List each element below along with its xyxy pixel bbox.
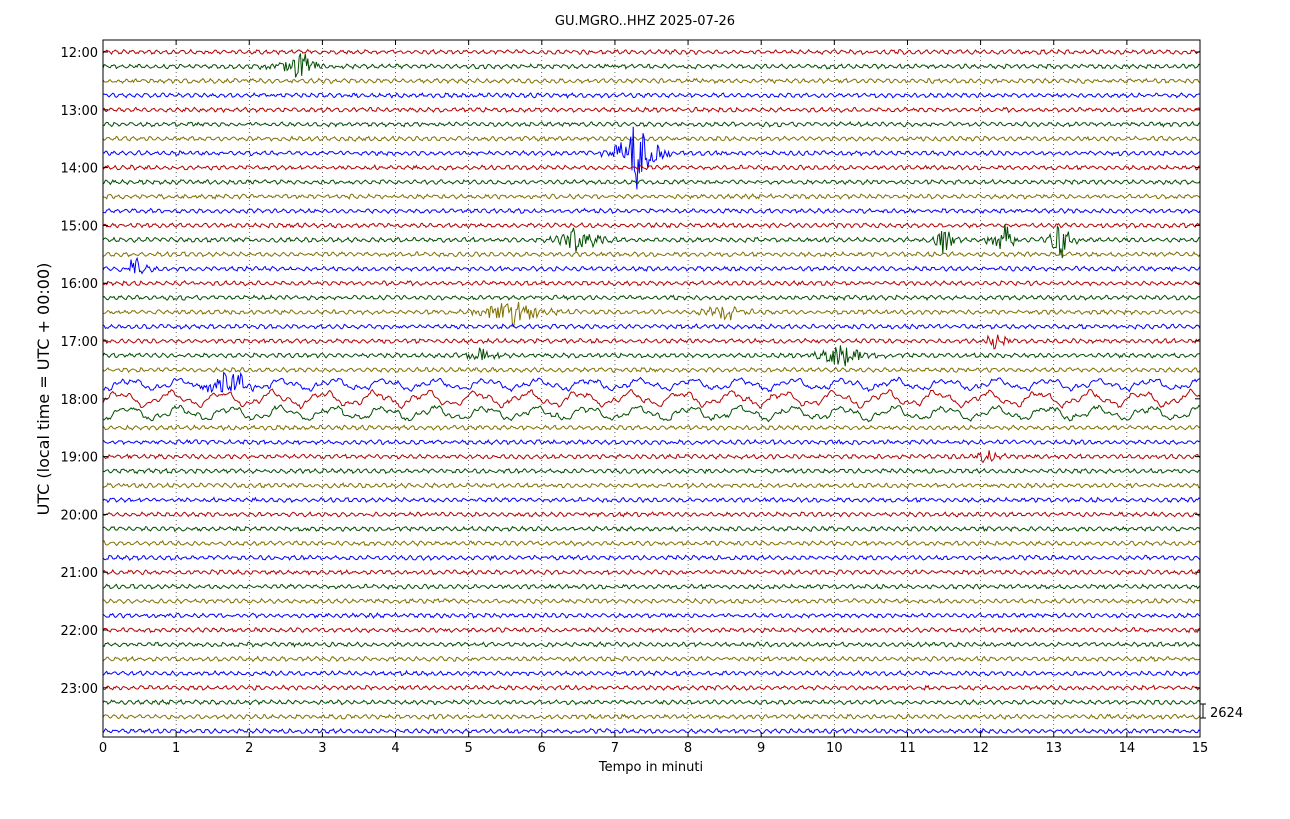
trace-line (102, 126, 1201, 190)
grid-lines (175, 40, 1128, 737)
trace-line (102, 597, 1201, 605)
trace-line (102, 641, 1201, 648)
trace-line (102, 135, 1201, 142)
trace-line (102, 48, 1201, 56)
x-tick-label: 0 (99, 741, 107, 756)
trace-line (102, 727, 1201, 735)
x-axis-label: Tempo in minuti (598, 760, 703, 775)
trace-line (102, 301, 1201, 328)
trace-line (102, 438, 1200, 446)
trace-line (102, 193, 1201, 200)
trace-line (102, 669, 1201, 677)
trace-line (102, 424, 1200, 432)
trace-line (102, 568, 1201, 576)
x-tick-label: 11 (899, 741, 916, 756)
scale-label: 2624 (1210, 706, 1243, 721)
trace-line (102, 496, 1201, 504)
y-tick-label: 19:00 (61, 451, 98, 466)
trace-line (102, 120, 1201, 128)
trace-line (102, 222, 1201, 229)
trace-line (102, 612, 1201, 619)
trace-line (102, 371, 1201, 393)
seismic-traces (102, 48, 1201, 735)
y-tick-label: 12:00 (61, 46, 98, 61)
trace-line (102, 53, 1201, 78)
y-tick-label: 22:00 (61, 624, 98, 639)
x-tick-label: 2 (245, 741, 253, 756)
trace-line (102, 698, 1201, 706)
y-tick-label: 13:00 (61, 104, 98, 119)
x-tick-label: 8 (684, 741, 692, 756)
x-axis-ticks: 0 1 2 3 4 5 6 7 8 9 10 11 12 13 14 15 (99, 40, 1208, 756)
trace-line (102, 655, 1201, 663)
y-tick-label: 14:00 (61, 162, 98, 177)
x-tick-label: 1 (172, 741, 180, 756)
y-tick-label: 15:00 (61, 219, 98, 234)
trace-line (102, 323, 1201, 330)
trace-line (102, 207, 1201, 215)
trace-line (102, 366, 1201, 374)
trace-line (103, 482, 1201, 489)
trace-line (102, 540, 1201, 547)
trace-line (102, 279, 1201, 287)
x-tick-label: 6 (538, 741, 546, 756)
trace-line (102, 450, 1201, 464)
trace-line (102, 345, 1201, 367)
trace-line (102, 467, 1201, 475)
trace-line (102, 106, 1201, 114)
trace-line (102, 294, 1201, 302)
trace-line (102, 554, 1201, 562)
trace-line (102, 388, 1201, 410)
scale-indicator: 2624 (1200, 703, 1243, 721)
plot-frame (102, 39, 1201, 738)
trace-line (102, 164, 1201, 171)
y-tick-label: 21:00 (61, 566, 98, 581)
x-tick-label: 12 (972, 741, 989, 756)
x-tick-label: 7 (611, 741, 619, 756)
trace-line (102, 92, 1201, 99)
x-tick-label: 14 (1119, 741, 1136, 756)
x-tick-label: 13 (1045, 741, 1062, 756)
y-axis-ticks: 12:00 13:00 14:00 15:00 16:00 17:00 18:00 19:00… (61, 46, 1200, 697)
y-tick-label: 23:00 (61, 682, 98, 697)
y-tick-label: 18:00 (61, 393, 98, 408)
trace-line (102, 525, 1201, 533)
trace-line (102, 713, 1201, 720)
x-tick-label: 5 (465, 741, 473, 756)
trace-line (102, 224, 1201, 259)
trace-line (102, 256, 1201, 275)
trace-line (102, 77, 1201, 85)
trace-line (102, 250, 1201, 258)
y-tick-label: 20:00 (61, 508, 98, 523)
x-tick-label: 15 (1192, 741, 1209, 756)
y-axis-label: UTC (local time = UTC + 00:00) (34, 263, 53, 516)
x-tick-label: 9 (757, 741, 765, 756)
trace-line (102, 178, 1201, 186)
x-tick-label: 3 (318, 741, 326, 756)
trace-line (102, 511, 1201, 518)
x-tick-label: 10 (826, 741, 843, 756)
trace-line (102, 334, 1201, 350)
trace-line (102, 684, 1201, 692)
chart-title: GU.MGRO..HHZ 2025-07-26 (555, 14, 735, 29)
x-tick-label: 4 (391, 741, 399, 756)
trace-line (102, 404, 1201, 423)
y-tick-label: 17:00 (61, 335, 98, 350)
trace-line (102, 583, 1201, 590)
y-tick-label: 16:00 (61, 277, 98, 292)
trace-line (102, 626, 1201, 634)
